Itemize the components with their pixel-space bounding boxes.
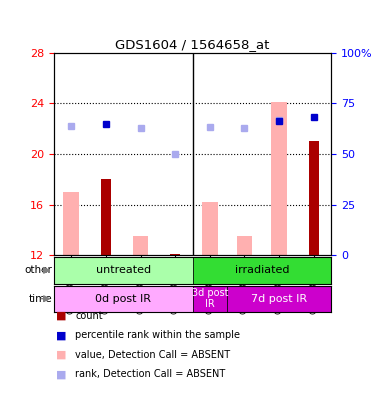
Text: other: other [25, 265, 52, 275]
Bar [237, 236, 252, 255]
Bar [271, 102, 287, 255]
Bar [227, 286, 331, 312]
Text: value, Detection Call = ABSENT: value, Detection Call = ABSENT [75, 350, 230, 360]
Text: rank, Detection Call = ABSENT: rank, Detection Call = ABSENT [75, 369, 225, 379]
Text: irradiated: irradiated [234, 265, 289, 275]
Text: ■: ■ [56, 350, 66, 360]
Bar [133, 236, 148, 255]
Bar [64, 192, 79, 255]
Text: count: count [75, 311, 103, 321]
Text: untreated: untreated [95, 265, 151, 275]
Bar [192, 257, 331, 284]
Text: 3d post
IR: 3d post IR [192, 288, 228, 309]
Title: GDS1604 / 1564658_at: GDS1604 / 1564658_at [116, 38, 270, 51]
Bar [309, 141, 319, 255]
Bar [54, 257, 192, 284]
Bar [202, 202, 218, 255]
Text: 7d post IR: 7d post IR [251, 294, 307, 304]
Text: percentile rank within the sample: percentile rank within the sample [75, 330, 240, 340]
Text: ■: ■ [56, 330, 66, 340]
Text: ■: ■ [56, 369, 66, 379]
Text: time: time [29, 294, 52, 304]
Bar [54, 286, 192, 312]
Text: 0d post IR: 0d post IR [95, 294, 151, 304]
Text: ■: ■ [56, 311, 66, 321]
Bar [101, 179, 111, 255]
Bar [192, 286, 227, 312]
Bar [170, 254, 180, 255]
